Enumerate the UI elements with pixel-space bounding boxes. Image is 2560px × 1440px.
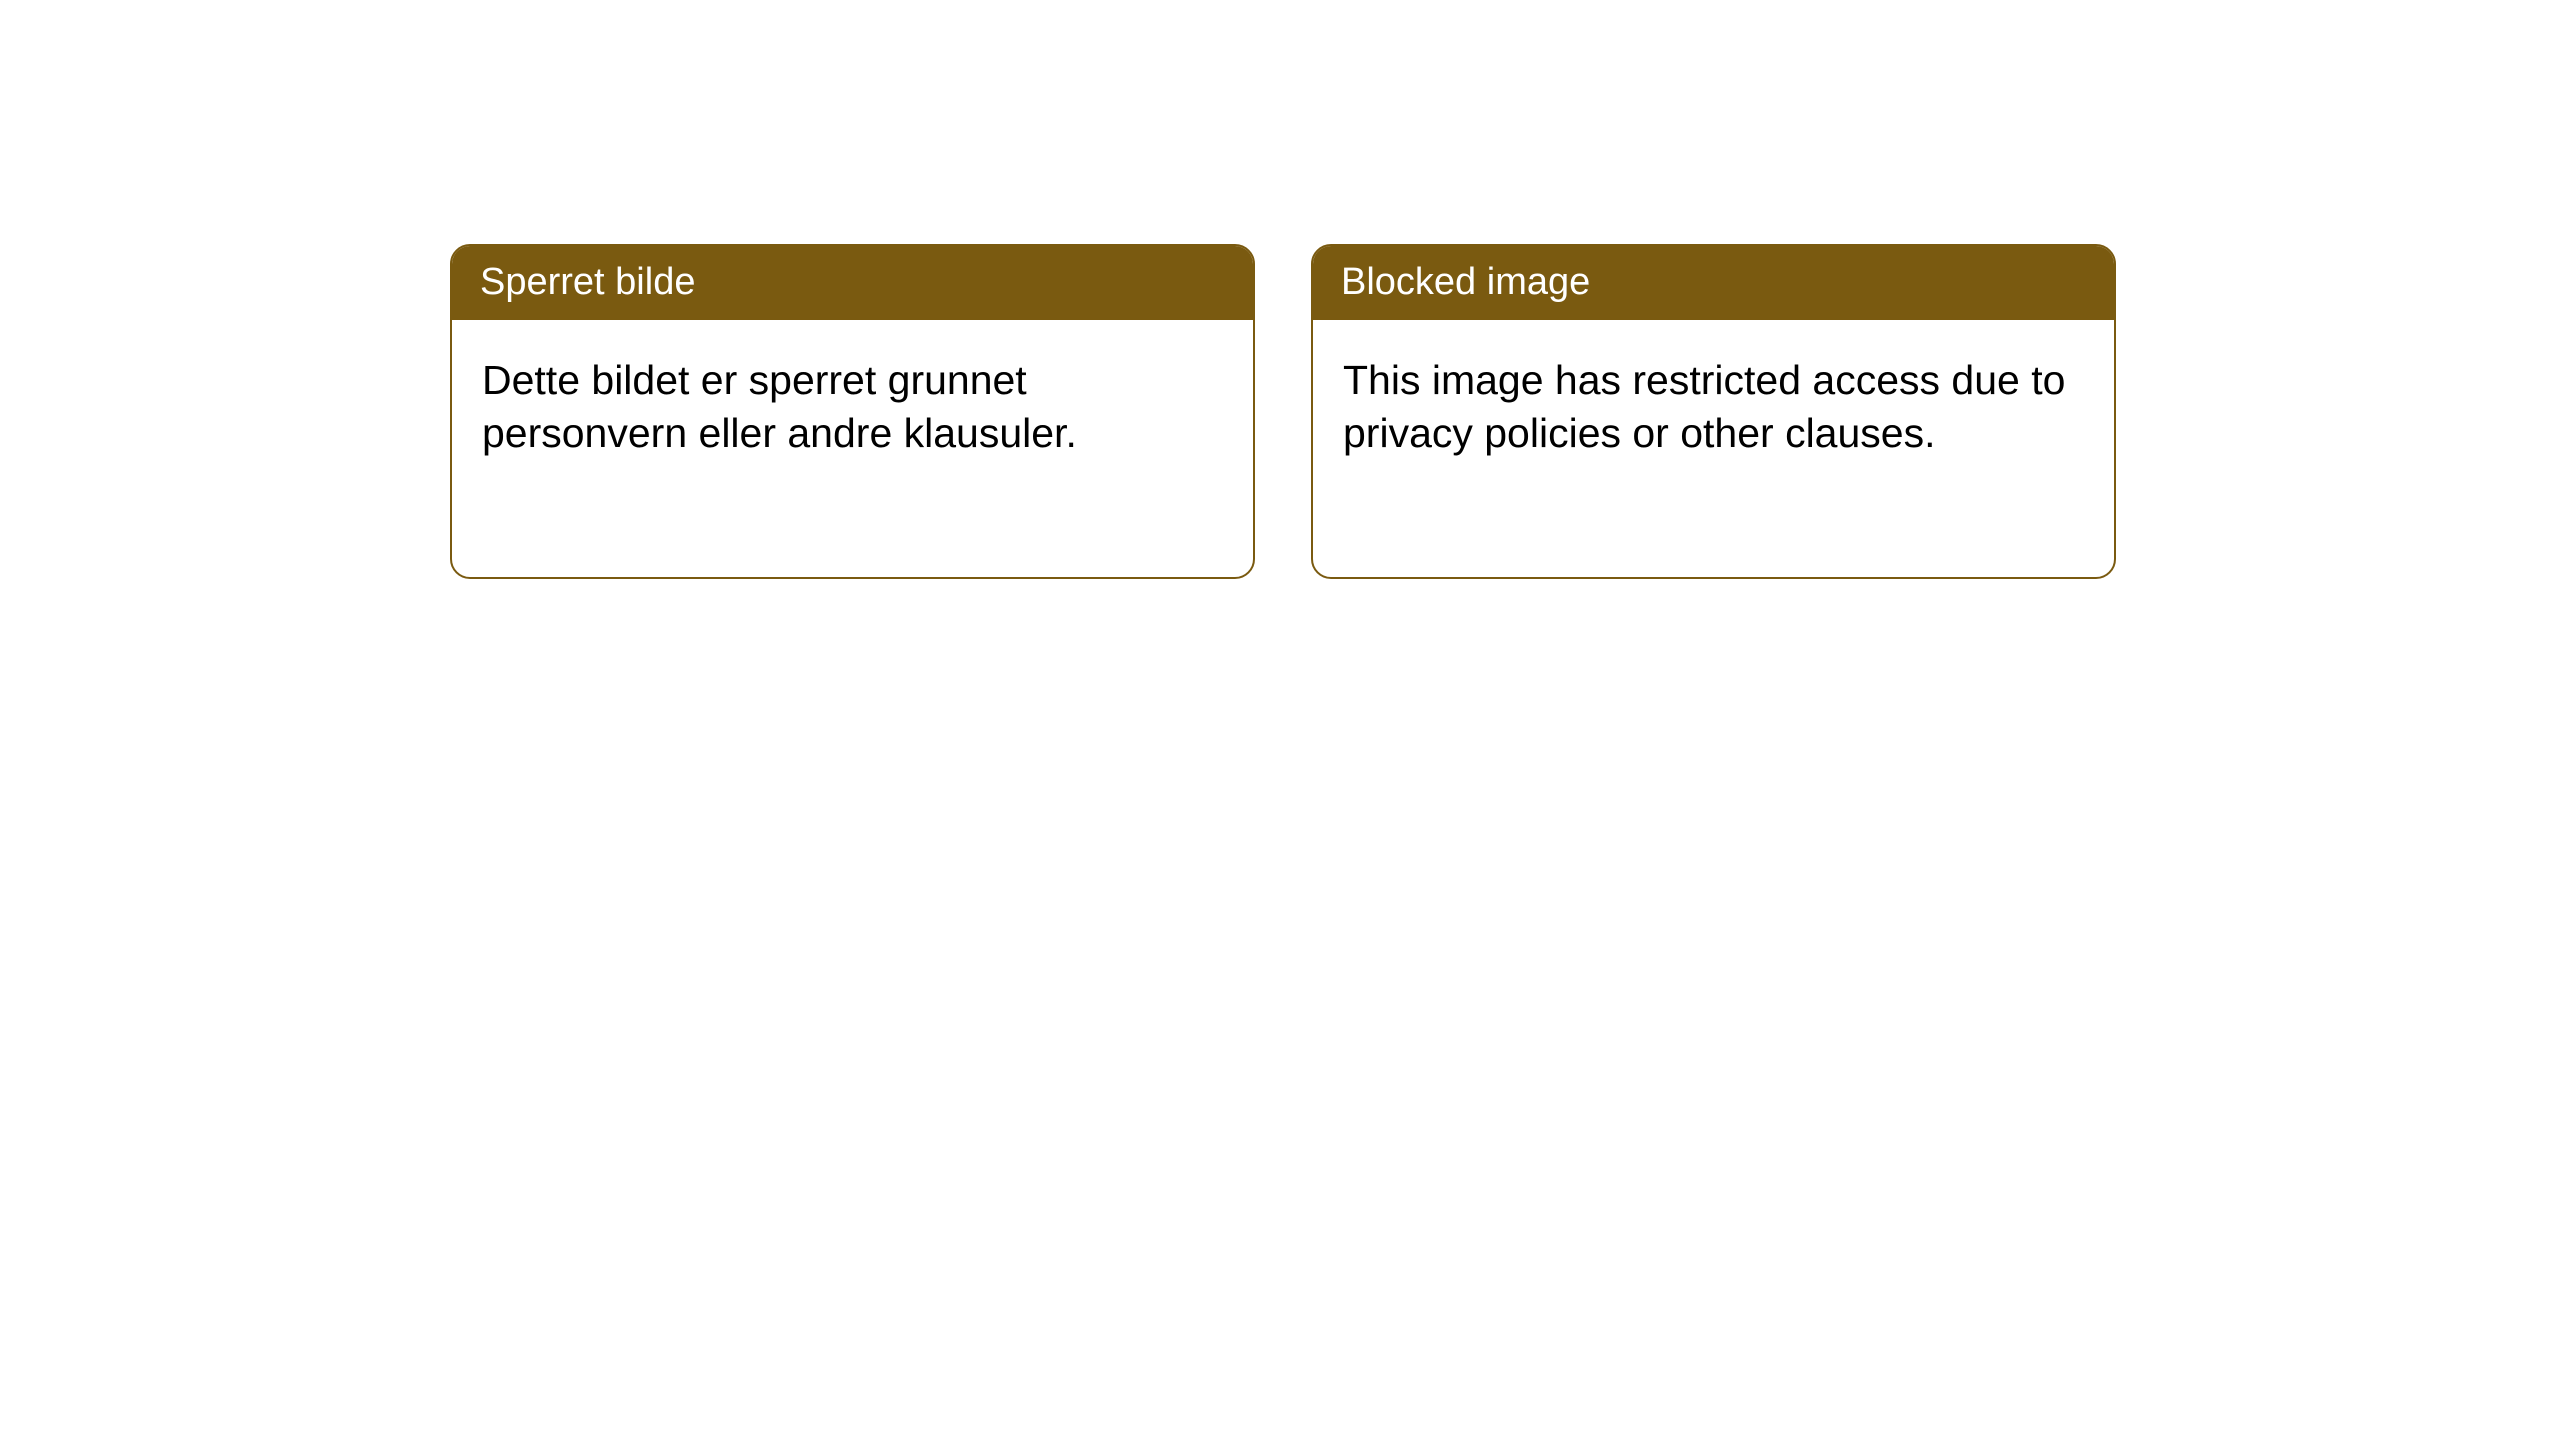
card-body: Dette bildet er sperret grunnet personve… (452, 320, 1253, 495)
card-header: Blocked image (1313, 246, 2114, 320)
card-body: This image has restricted access due to … (1313, 320, 2114, 495)
notice-card-norwegian: Sperret bilde Dette bildet er sperret gr… (450, 244, 1255, 579)
notice-card-english: Blocked image This image has restricted … (1311, 244, 2116, 579)
card-header: Sperret bilde (452, 246, 1253, 320)
notice-container: Sperret bilde Dette bildet er sperret gr… (450, 244, 2116, 579)
